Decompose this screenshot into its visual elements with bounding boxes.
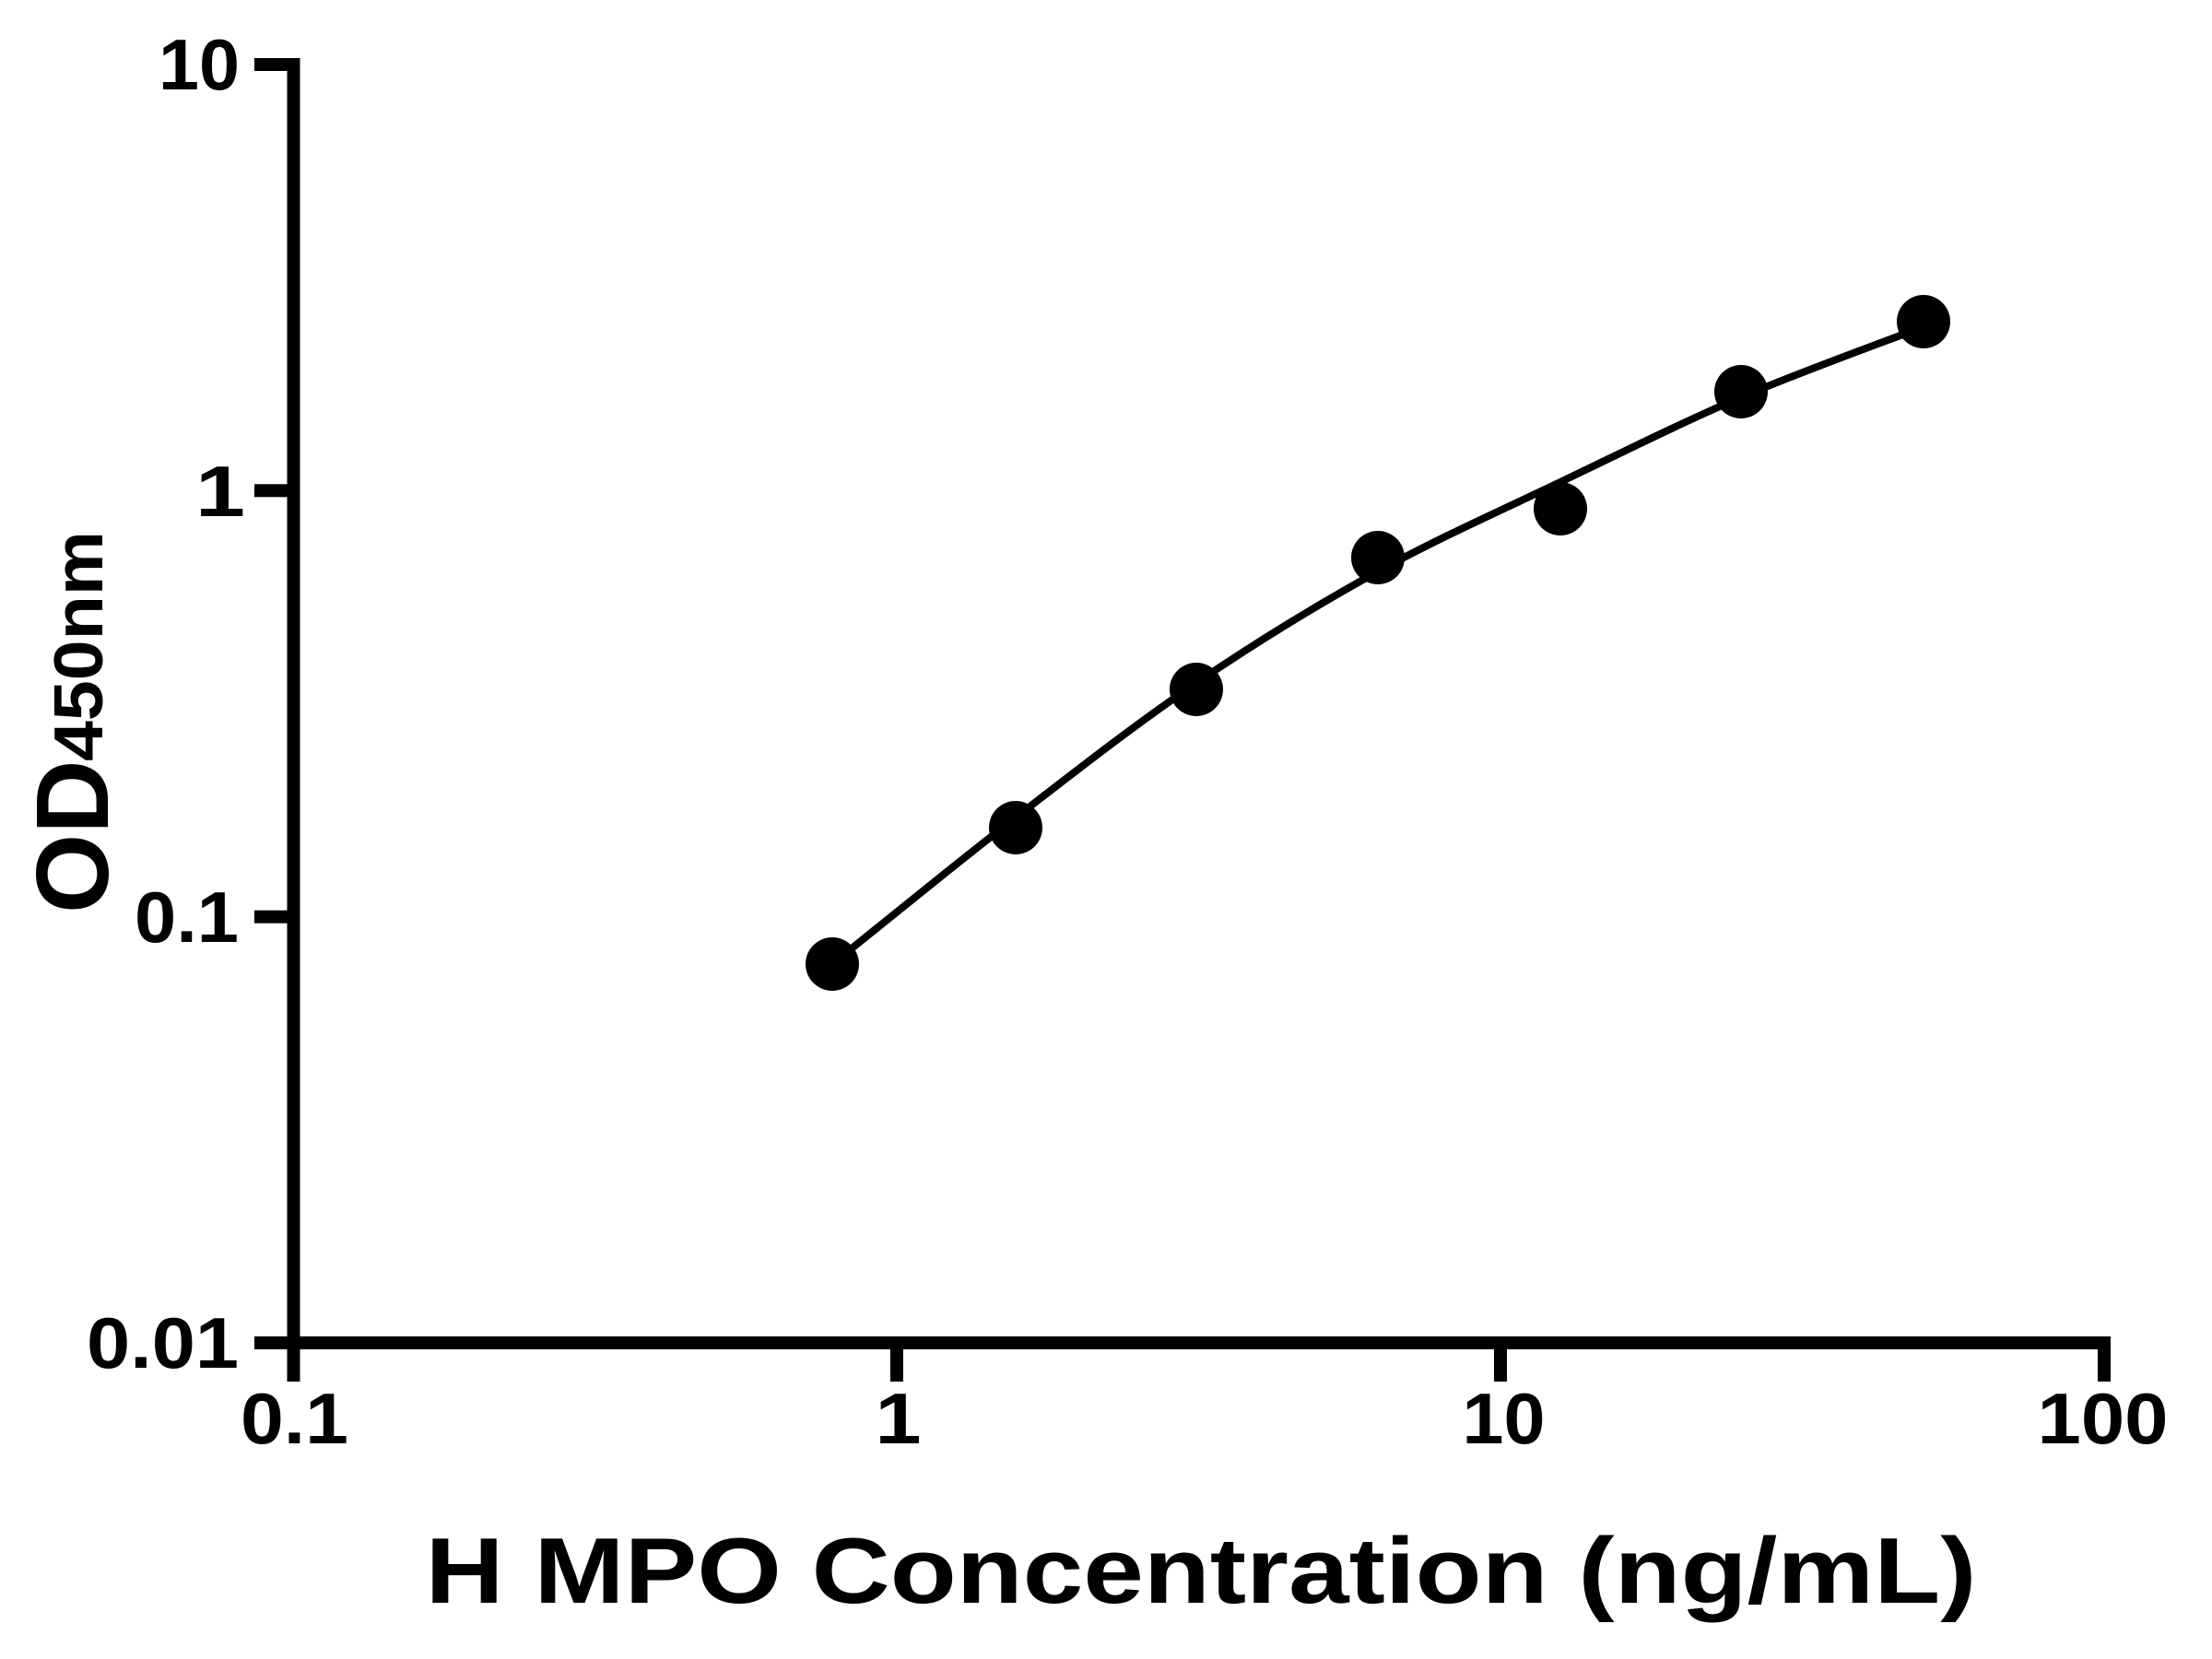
svg-text:10: 10 (1463, 1378, 1546, 1459)
svg-text:OD: OD (16, 760, 130, 914)
svg-text:1: 1 (195, 451, 245, 532)
svg-text:0.1: 0.1 (241, 1378, 348, 1459)
svg-text:0.1: 0.1 (135, 877, 239, 958)
svg-text:0.01: 0.01 (87, 1302, 239, 1383)
svg-text:100: 100 (2038, 1378, 2169, 1459)
svg-text:450nm: 450nm (40, 531, 117, 761)
svg-text:1: 1 (876, 1378, 922, 1459)
svg-text:H MPO Concentration (ng/mL): H MPO Concentration (ng/mL) (426, 1520, 1977, 1623)
svg-text:10: 10 (159, 24, 240, 105)
